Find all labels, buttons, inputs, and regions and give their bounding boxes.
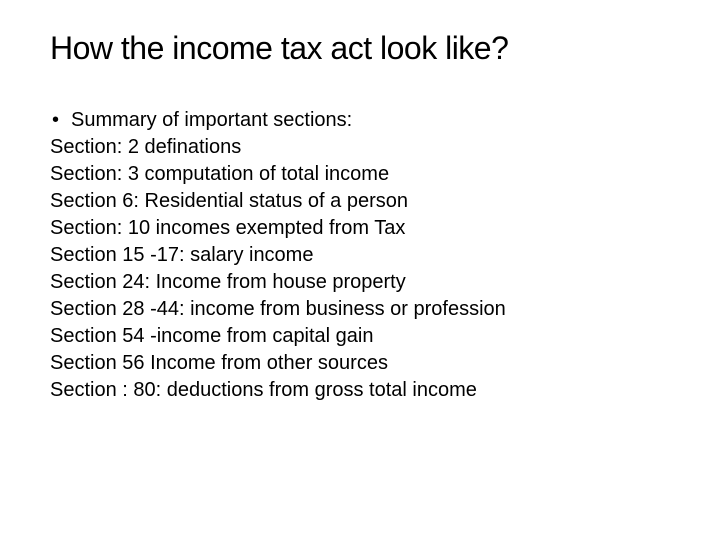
section-line: Section 28 -44: income from business or … xyxy=(50,296,670,323)
section-line: Section: 3 computation of total income xyxy=(50,161,670,188)
bullet-item: • Summary of important sections: xyxy=(50,107,670,134)
section-line: Section 54 -income from capital gain xyxy=(50,323,670,350)
section-line: Section: 10 incomes exempted from Tax xyxy=(50,215,670,242)
bullet-marker: • xyxy=(52,107,59,134)
bullet-text: Summary of important sections: xyxy=(71,107,352,134)
section-line: Section : 80: deductions from gross tota… xyxy=(50,377,670,404)
slide-content: • Summary of important sections: Section… xyxy=(50,107,670,404)
section-line: Section 24: Income from house property xyxy=(50,269,670,296)
section-line: Section 15 -17: salary income xyxy=(50,242,670,269)
section-line: Section 6: Residential status of a perso… xyxy=(50,188,670,215)
slide-title: How the income tax act look like? xyxy=(50,30,670,67)
section-line: Section: 2 definations xyxy=(50,134,670,161)
section-line: Section 56 Income from other sources xyxy=(50,350,670,377)
